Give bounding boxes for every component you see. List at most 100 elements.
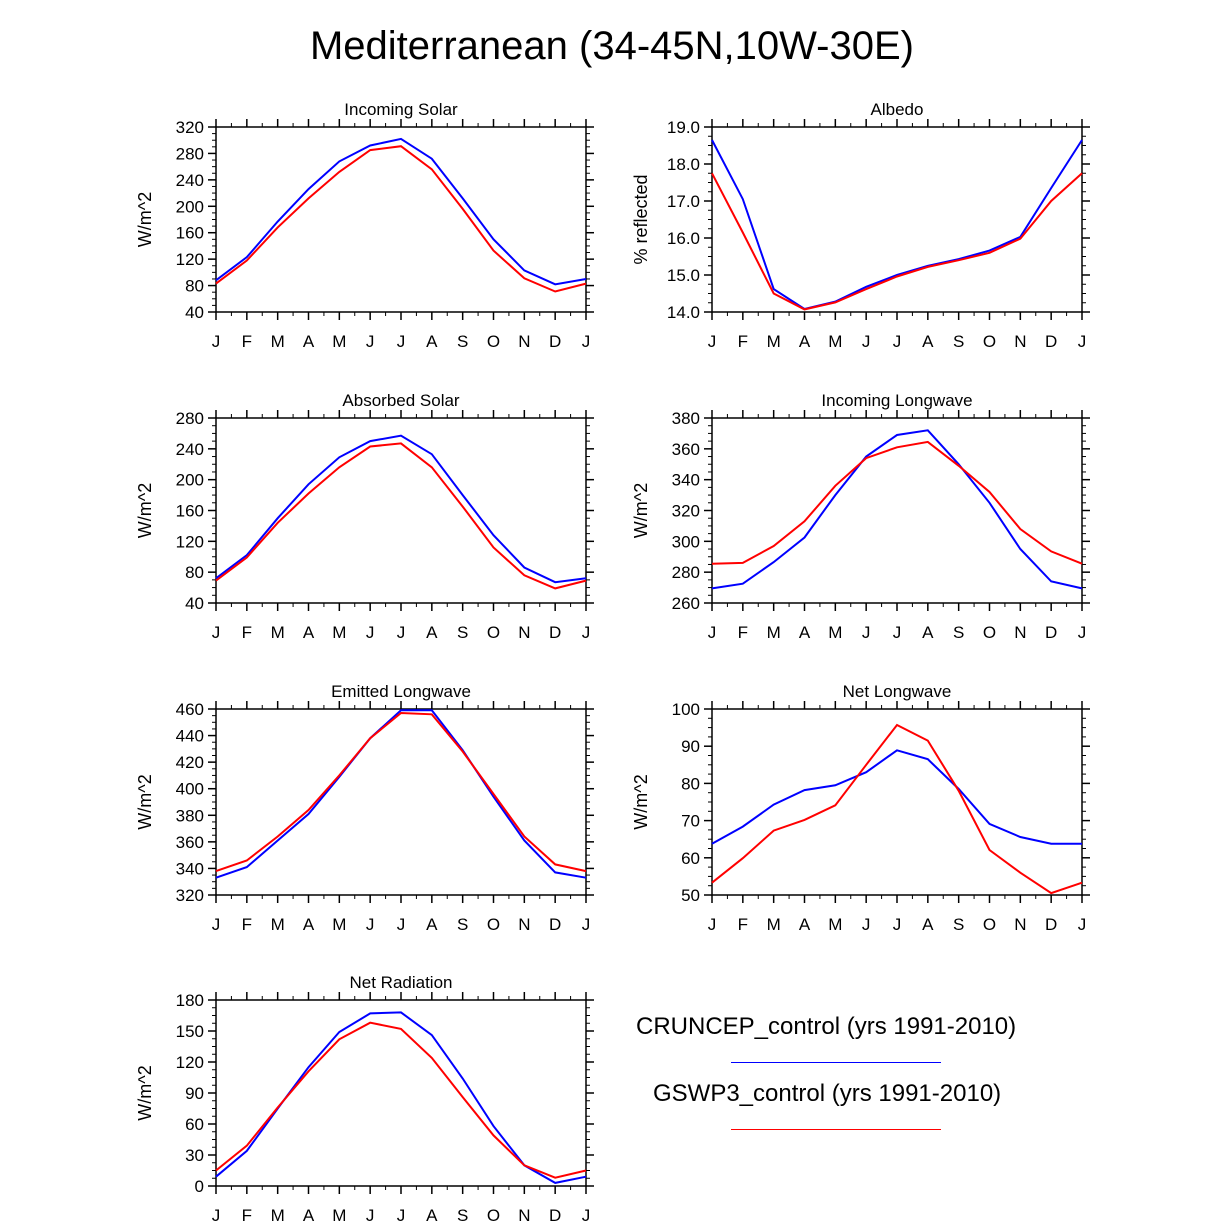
x-tick-label: A bbox=[922, 332, 934, 351]
panel-title: Albedo bbox=[871, 100, 924, 119]
x-tick-label: N bbox=[1014, 623, 1026, 642]
series-line-gswp3 bbox=[215, 1021, 587, 1179]
y-tick-label: 320 bbox=[176, 886, 204, 905]
y-axis-label: W/m^2 bbox=[135, 483, 155, 538]
x-tick-label: N bbox=[518, 332, 530, 351]
legend-label-cruncep: CRUNCEP_control (yrs 1991-2010) bbox=[636, 1013, 1017, 1040]
x-tick-label: A bbox=[799, 623, 811, 642]
x-tick-label: J bbox=[1078, 915, 1087, 934]
x-tick-label: D bbox=[1045, 332, 1057, 351]
x-tick-label: N bbox=[518, 623, 530, 642]
x-tick-label: O bbox=[983, 332, 996, 351]
x-tick-label: J bbox=[212, 1206, 221, 1222]
y-tick-label: 80 bbox=[185, 563, 204, 582]
x-tick-label: D bbox=[549, 915, 561, 934]
y-tick-label: 90 bbox=[681, 737, 700, 756]
x-tick-label: J bbox=[397, 332, 406, 351]
legend-label-gswp3: GSWP3_control (yrs 1991-2010) bbox=[653, 1080, 1002, 1107]
panel-title: Net Radiation bbox=[349, 973, 452, 992]
x-tick-label: J bbox=[212, 623, 221, 642]
x-tick-label: M bbox=[767, 623, 781, 642]
y-tick-label: 16.0 bbox=[667, 229, 700, 248]
y-tick-label: 180 bbox=[176, 991, 204, 1010]
y-tick-label: 15.0 bbox=[667, 266, 700, 285]
x-tick-label: N bbox=[518, 1206, 530, 1222]
y-tick-label: 240 bbox=[176, 440, 204, 459]
y-tick-label: 14.0 bbox=[667, 303, 700, 322]
series-line-gswp3 bbox=[711, 440, 1083, 565]
x-tick-label: J bbox=[397, 1206, 406, 1222]
x-tick-label: S bbox=[953, 332, 964, 351]
x-tick-label: S bbox=[457, 623, 468, 642]
plot-frame bbox=[711, 126, 1083, 313]
y-tick-label: 160 bbox=[176, 224, 204, 243]
y-tick-label: 30 bbox=[185, 1146, 204, 1165]
x-tick-label: N bbox=[1014, 915, 1026, 934]
x-tick-label: M bbox=[828, 623, 842, 642]
x-tick-label: J bbox=[212, 332, 221, 351]
x-tick-label: F bbox=[738, 332, 748, 351]
y-axis-label: W/m^2 bbox=[135, 1065, 155, 1120]
panel-3: J F M A M J J A S O N D J4080120160200240280Absorbed… bbox=[135, 391, 594, 642]
y-tick-label: 280 bbox=[176, 144, 204, 163]
y-tick-label: 60 bbox=[681, 849, 700, 868]
x-tick-label: J bbox=[366, 623, 375, 642]
x-tick-label: F bbox=[242, 915, 252, 934]
series-line-gswp3 bbox=[711, 723, 1083, 895]
y-tick-label: 460 bbox=[176, 700, 204, 719]
x-tick-label: J bbox=[893, 332, 902, 351]
x-tick-label: A bbox=[799, 332, 811, 351]
panel-title: Emitted Longwave bbox=[331, 682, 471, 701]
x-tick-label: J bbox=[397, 623, 406, 642]
x-tick-label: D bbox=[1045, 915, 1057, 934]
x-tick-label: A bbox=[303, 1206, 315, 1222]
y-tick-label: 360 bbox=[672, 440, 700, 459]
x-tick-label: N bbox=[1014, 332, 1026, 351]
series-line-cruncep bbox=[215, 709, 587, 879]
x-tick-label: A bbox=[303, 915, 315, 934]
x-tick-label: J bbox=[212, 915, 221, 934]
x-tick-label: N bbox=[518, 915, 530, 934]
x-tick-label: A bbox=[922, 915, 934, 934]
x-tick-label: J bbox=[397, 915, 406, 934]
y-tick-label: 240 bbox=[176, 171, 204, 190]
x-tick-label: J bbox=[708, 332, 717, 351]
series-line-cruncep bbox=[215, 137, 587, 286]
x-tick-label: A bbox=[426, 915, 438, 934]
y-tick-label: 90 bbox=[185, 1084, 204, 1103]
x-tick-label: O bbox=[487, 332, 500, 351]
y-tick-label: 50 bbox=[681, 886, 700, 905]
x-tick-label: J bbox=[582, 332, 591, 351]
y-tick-label: 17.0 bbox=[667, 192, 700, 211]
x-tick-label: J bbox=[893, 623, 902, 642]
plot-frame bbox=[711, 708, 1083, 896]
legend-line-gswp3 bbox=[731, 1129, 941, 1130]
series-line-gswp3 bbox=[215, 442, 587, 590]
x-tick-label: J bbox=[582, 915, 591, 934]
x-tick-label: O bbox=[983, 915, 996, 934]
x-tick-label: J bbox=[1078, 623, 1087, 642]
y-tick-label: 19.0 bbox=[667, 118, 700, 137]
x-tick-label: J bbox=[862, 915, 871, 934]
series-line-cruncep bbox=[215, 434, 587, 584]
y-tick-label: 160 bbox=[176, 502, 204, 521]
figure-title: Mediterranean (34-45N,10W-30E) bbox=[309, 24, 914, 68]
x-tick-label: F bbox=[242, 1206, 252, 1222]
x-tick-label: S bbox=[457, 332, 468, 351]
series-line-cruncep bbox=[711, 429, 1083, 590]
panel-4: J F M A M J J A S O N D J260280300320340360380Incomi… bbox=[631, 391, 1090, 642]
x-tick-label: S bbox=[457, 915, 468, 934]
x-tick-label: A bbox=[303, 332, 315, 351]
x-tick-label: A bbox=[303, 623, 315, 642]
x-tick-label: J bbox=[708, 623, 717, 642]
y-axis-label: W/m^2 bbox=[135, 192, 155, 247]
plot-frame bbox=[215, 126, 587, 313]
y-tick-label: 80 bbox=[681, 774, 700, 793]
x-tick-label: J bbox=[366, 915, 375, 934]
panel-title: Incoming Solar bbox=[344, 100, 458, 119]
x-tick-label: A bbox=[922, 623, 934, 642]
x-tick-label: J bbox=[366, 1206, 375, 1222]
